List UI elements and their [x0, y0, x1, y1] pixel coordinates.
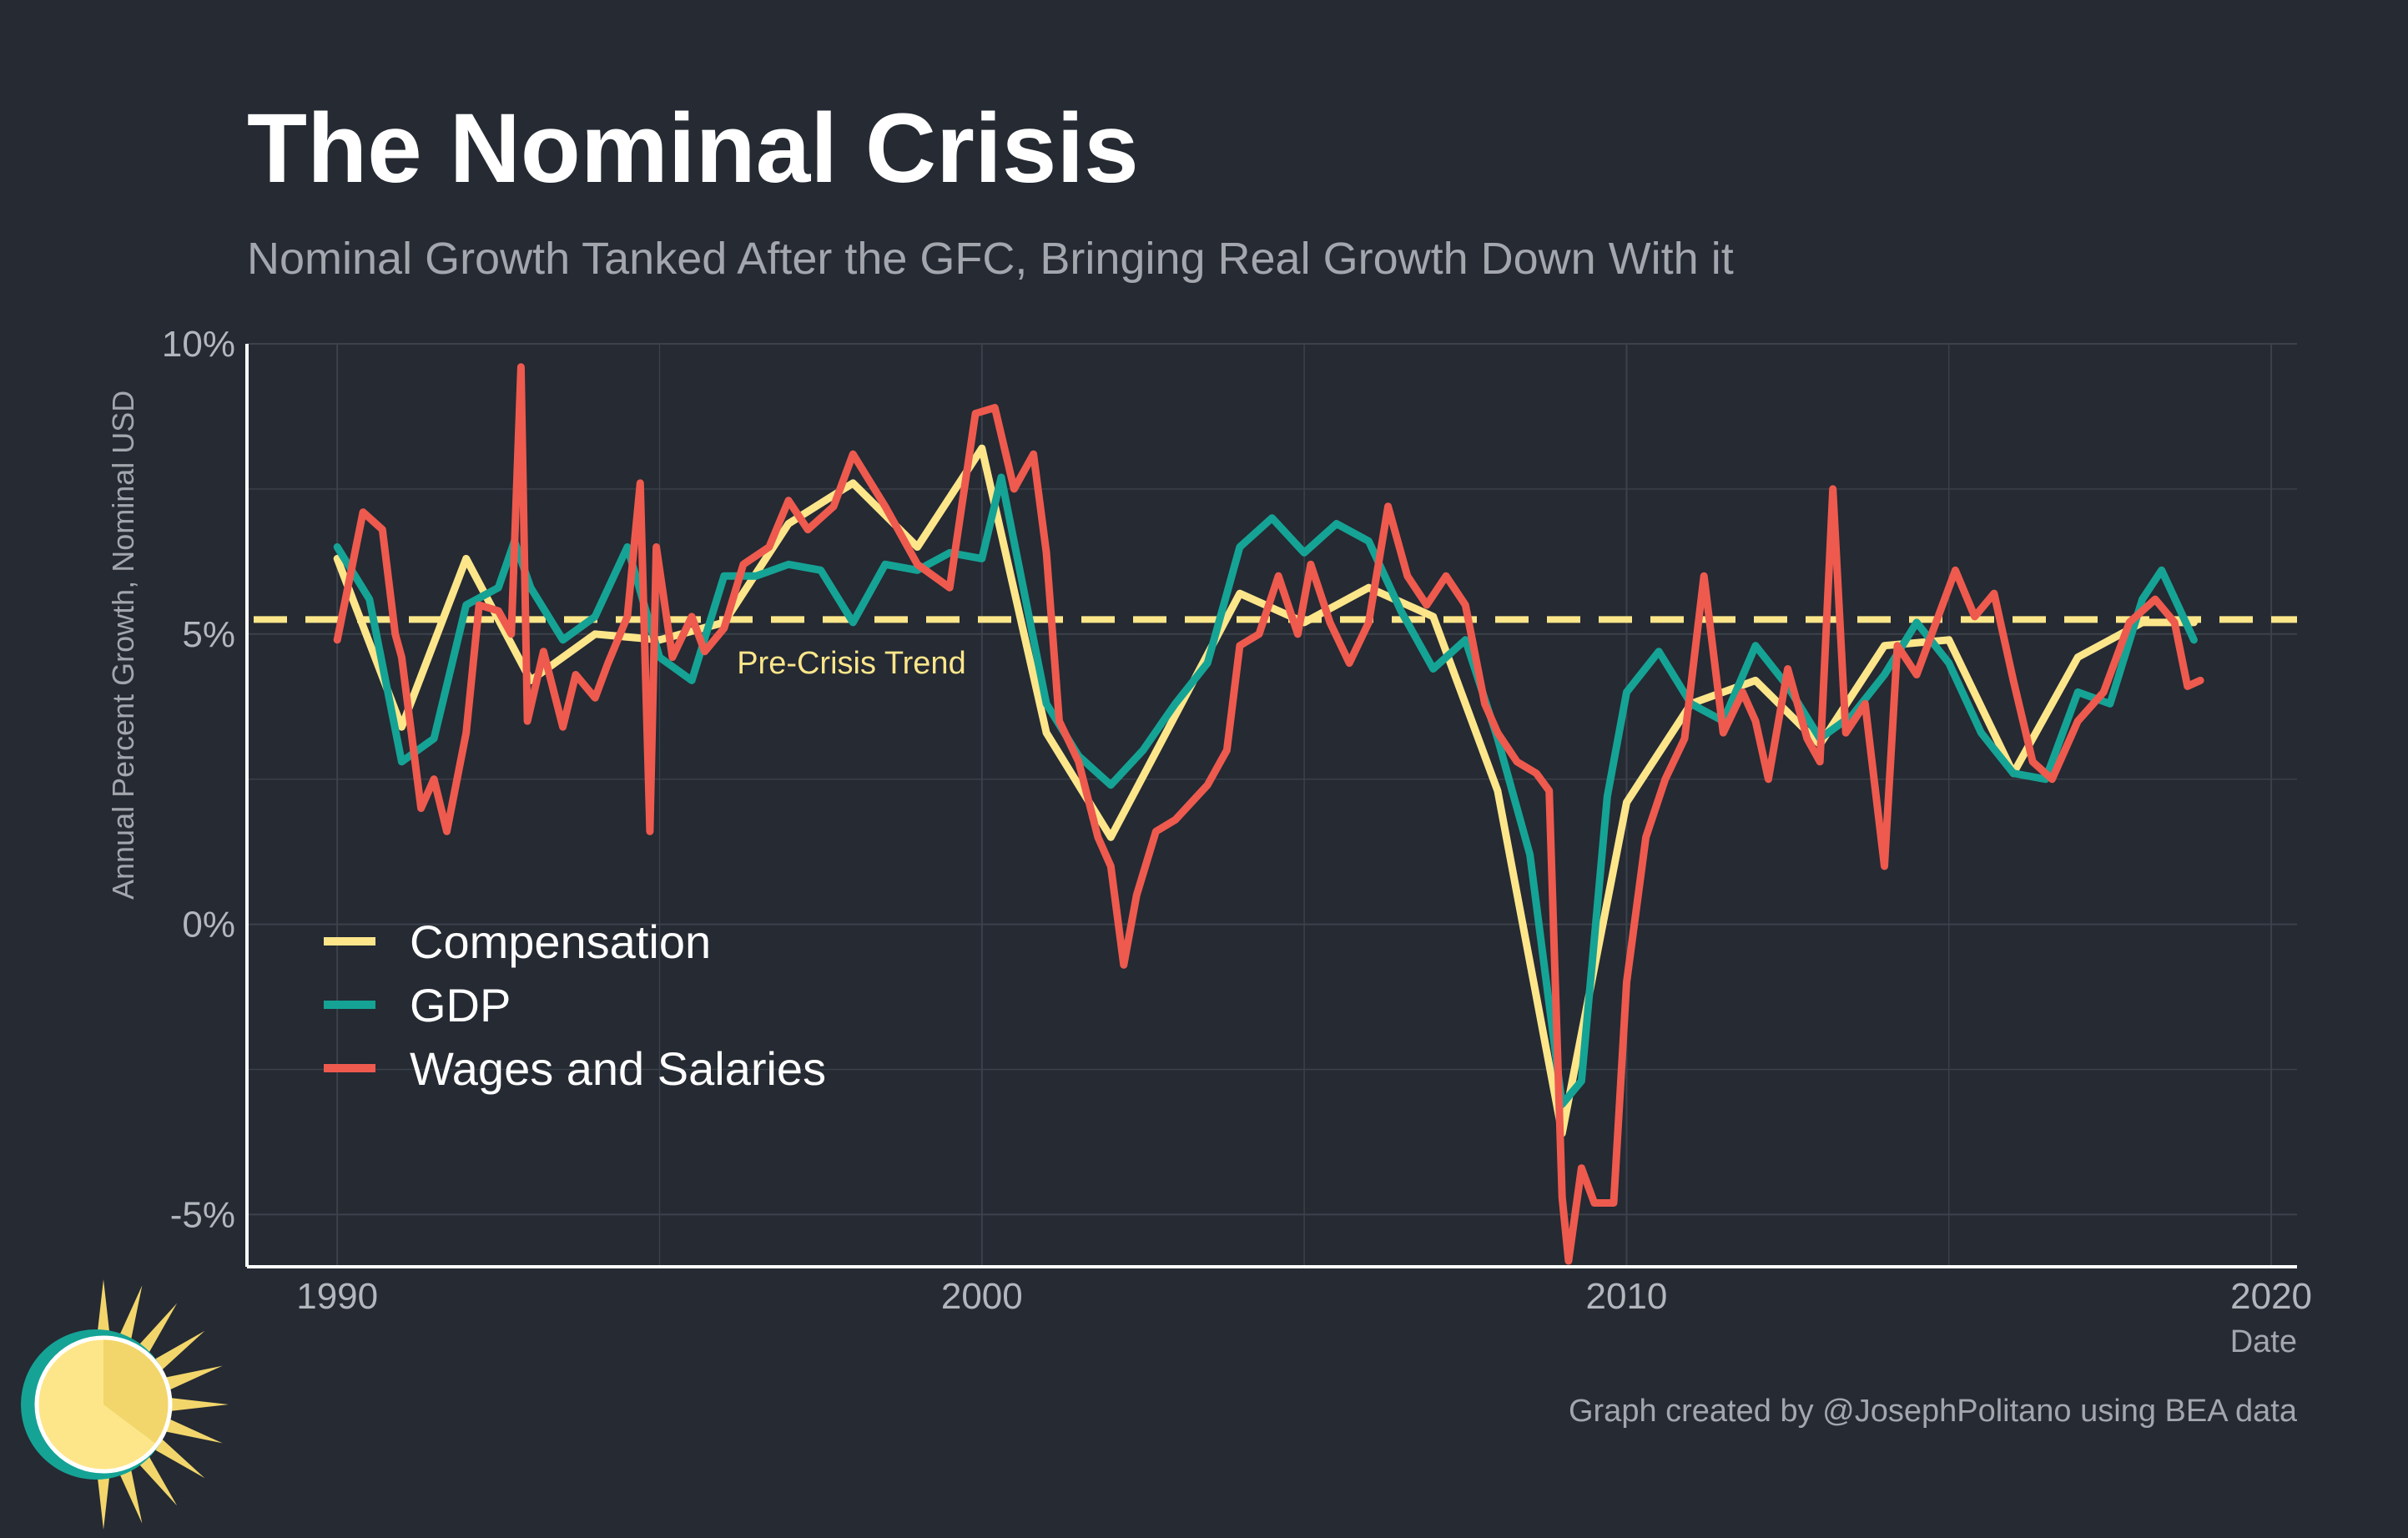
gridlines — [247, 343, 2297, 1267]
legend-label: GDP — [410, 979, 511, 1031]
chart-title: The Nominal Crisis — [247, 93, 1139, 204]
series-lines — [333, 363, 2204, 1265]
series-line-gdp — [333, 473, 2198, 1108]
y-tick-label: 10% — [162, 324, 235, 365]
x-axis-title: Date — [2230, 1324, 2297, 1359]
x-tick-label: 1990 — [296, 1276, 378, 1317]
y-axis-title: Annual Percent Growth, Nominal USD — [106, 391, 140, 900]
x-tick-label: 2010 — [1586, 1276, 1668, 1317]
legend-label: Wages and Salaries — [410, 1042, 826, 1095]
y-tick-label: 5% — [182, 614, 235, 655]
axes — [245, 344, 2297, 1268]
y-tick-label: 0% — [182, 905, 235, 945]
series-line-compensation — [333, 444, 2198, 1137]
series-line-wages-and-salaries — [333, 363, 2204, 1265]
x-tick-label: 2000 — [941, 1276, 1023, 1317]
caption: Graph created by @JosephPolitano using B… — [1569, 1394, 2298, 1429]
pre-crisis-trend-label: Pre-Crisis Trend — [737, 646, 966, 681]
chart-subtitle: Nominal Growth Tanked After the GFC, Bri… — [247, 234, 1734, 284]
sun-clock-logo-icon — [21, 1279, 229, 1530]
tick-labels: 1990 2000 2010 2020 -5% 0% 5% 10% — [162, 324, 2312, 1317]
y-tick-label: -5% — [170, 1194, 235, 1235]
x-tick-label: 2020 — [2230, 1276, 2312, 1317]
legend-label: Compensation — [410, 915, 711, 968]
legend: Compensation GDP Wages and Salaries — [324, 915, 826, 1095]
